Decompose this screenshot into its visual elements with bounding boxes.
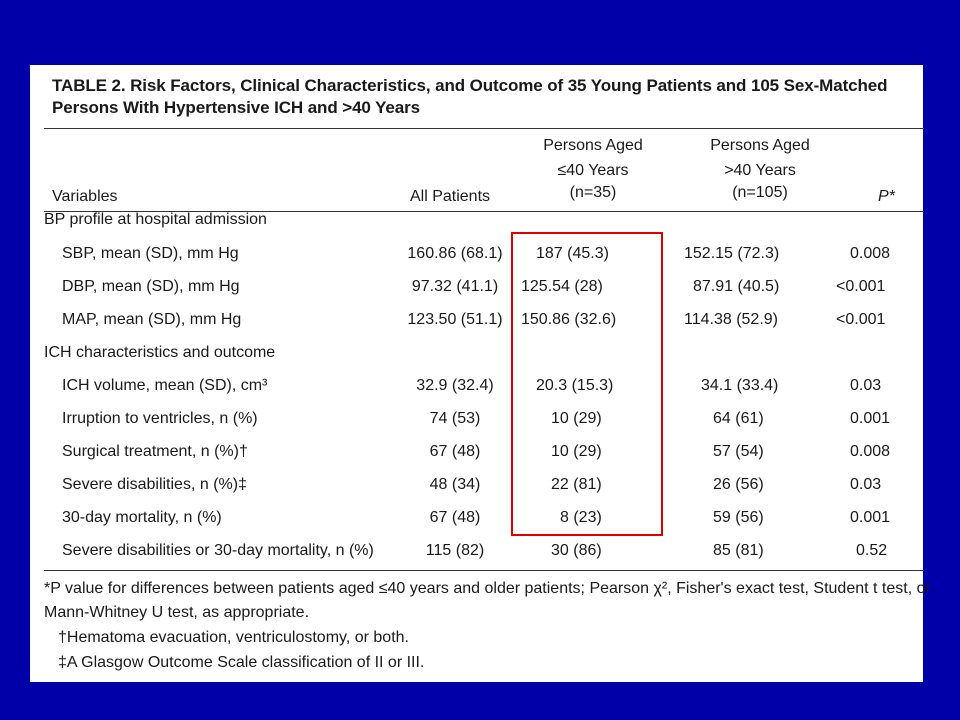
cell-p: 0.008 — [850, 245, 891, 262]
header-young-line-1: Persons Aged — [543, 137, 643, 154]
cell-all: 123.50 (51.1) — [407, 311, 503, 328]
cell-young: 187 (45.3) — [536, 245, 609, 262]
cell-young: 125.54 (28) — [521, 278, 603, 295]
cell-all: 115 (82) — [425, 542, 485, 559]
row-label: Irruption to ventricles, n (%) — [62, 410, 258, 427]
cell-young: 150.86 (32.6) — [521, 311, 617, 328]
header-rule — [44, 211, 924, 212]
cell-p: 0.001 — [850, 509, 891, 526]
cell-all: 74 (53) — [429, 410, 481, 427]
table-title: TABLE 2. Risk Factors, Clinical Characte… — [52, 75, 912, 119]
header-p: P* — [878, 188, 895, 205]
row-label: SBP, mean (SD), mm Hg — [62, 245, 239, 262]
highlight-box — [511, 232, 663, 536]
header-all-patients: All Patients — [409, 188, 491, 205]
header-old-line-2: >40 Years — [724, 162, 796, 179]
cell-old: 59 (56) — [713, 509, 764, 526]
header-young-line-3: (n=35) — [569, 184, 617, 201]
cell-old: 64 (61) — [713, 410, 764, 427]
footer-rule — [44, 570, 924, 571]
cell-all: 67 (48) — [429, 443, 481, 460]
row-label: DBP, mean (SD), mm Hg — [62, 278, 240, 295]
header-old-line-3: (n=105) — [732, 184, 788, 201]
cell-p: 0.001 — [850, 410, 891, 427]
cell-young: 30 (86) — [551, 542, 602, 559]
row-label: 30-day mortality, n (%) — [62, 509, 222, 526]
cell-young: 10 (29) — [551, 443, 602, 460]
cell-p: <0.001 — [836, 278, 886, 295]
row-label: MAP, mean (SD), mm Hg — [62, 311, 242, 328]
cell-all: 97.32 (41.1) — [411, 278, 499, 295]
row-label: Severe disabilities, n (%)‡ — [62, 476, 247, 493]
footnote-p-line-1: *P value for differences between patient… — [44, 580, 931, 597]
cell-young: 10 (29) — [551, 410, 602, 427]
table-title-line-1: TABLE 2. Risk Factors, Clinical Characte… — [52, 76, 888, 95]
header-young-line-2: ≤40 Years — [557, 162, 629, 179]
cell-young: 8 (23) — [560, 509, 602, 526]
cell-old: 87.91 (40.5) — [693, 278, 780, 295]
table-title-line-2: Persons With Hypertensive ICH and >40 Ye… — [52, 98, 420, 117]
header-young: Persons Aged ≤40 Years (n=35) — [528, 135, 658, 204]
table-panel: TABLE 2. Risk Factors, Clinical Characte… — [30, 65, 931, 682]
cell-old: 114.38 (52.9) — [684, 311, 778, 328]
section-bp: BP profile at hospital admission — [44, 211, 267, 228]
cell-all: 32.9 (32.4) — [416, 377, 494, 394]
cell-old: 152.15 (72.3) — [684, 245, 780, 262]
header-old: Persons Aged >40 Years (n=105) — [695, 135, 825, 204]
cell-young: 20.3 (15.3) — [536, 377, 614, 394]
cell-old: 57 (54) — [713, 443, 764, 460]
footnote-dagger: †Hematoma evacuation, ventriculostomy, o… — [58, 629, 409, 646]
cell-p: 0.03 — [850, 377, 882, 394]
header-variables: Variables — [52, 188, 118, 205]
cell-all: 48 (34) — [429, 476, 481, 493]
row-label: ICH volume, mean (SD), cm³ — [62, 377, 268, 394]
cell-p: 0.52 — [856, 542, 888, 559]
header-old-line-1: Persons Aged — [710, 137, 810, 154]
cell-all: 67 (48) — [429, 509, 481, 526]
cell-p: 0.008 — [850, 443, 891, 460]
cell-p: 0.03 — [850, 476, 882, 493]
footnote-double-dagger: ‡A Glasgow Outcome Scale classification … — [58, 654, 425, 671]
row-label: Severe disabilities or 30-day mortality,… — [62, 542, 374, 559]
cell-p: <0.001 — [836, 311, 886, 328]
title-rule — [44, 128, 924, 129]
cell-old: 26 (56) — [713, 476, 764, 493]
cell-old: 34.1 (33.4) — [701, 377, 779, 394]
row-label: Surgical treatment, n (%)† — [62, 443, 248, 460]
cell-all: 160.86 (68.1) — [407, 245, 503, 262]
cell-young: 22 (81) — [551, 476, 602, 493]
cell-old: 85 (81) — [713, 542, 764, 559]
section-ich: ICH characteristics and outcome — [44, 344, 276, 361]
footnote-p-line-2: Mann-Whitney U test, as appropriate. — [44, 604, 310, 621]
